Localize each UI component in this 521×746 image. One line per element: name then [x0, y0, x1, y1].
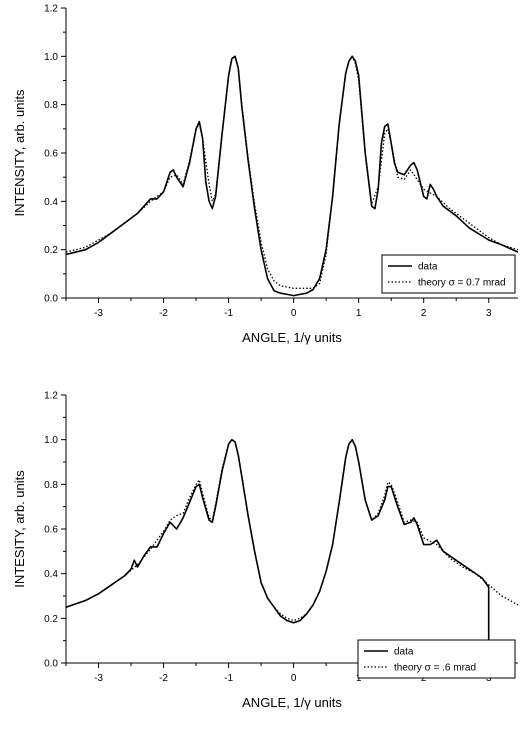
legend-label: theory σ = 0.7 mrad — [418, 278, 506, 289]
x-tick-label: -1 — [224, 673, 233, 684]
x-tick-label: 3 — [486, 308, 492, 319]
y-tick-label: 1.2 — [44, 391, 58, 402]
x-axis-title: ANGLE, 1/γ units — [242, 695, 342, 710]
y-axis-title: INTENSITY, arb. units — [12, 89, 27, 216]
legend-label: theory σ = .6 mrad — [394, 663, 476, 674]
x-tick-label: -1 — [224, 308, 233, 319]
data-series-line — [66, 438, 490, 641]
y-tick-label: 0.6 — [44, 525, 58, 536]
x-tick-label: 1 — [356, 308, 362, 319]
x-tick-label: -3 — [94, 673, 103, 684]
x-tick-label: -2 — [159, 673, 168, 684]
y-tick-label: 0.6 — [44, 149, 58, 160]
y-tick-label: 0.4 — [44, 569, 58, 580]
y-tick-label: 1.2 — [44, 4, 58, 15]
theory-series-line — [66, 439, 518, 622]
legend-box — [357, 639, 516, 679]
y-tick-label: 1.0 — [44, 52, 58, 63]
y-tick-label: 0.2 — [44, 245, 58, 256]
theory-series-line — [66, 55, 518, 289]
x-tick-label: -2 — [159, 308, 168, 319]
legend-label: data — [394, 647, 414, 658]
y-tick-label: 0.8 — [44, 480, 58, 491]
y-tick-label: 1.0 — [44, 435, 58, 446]
data-series-line — [66, 55, 518, 297]
x-tick-label: 2 — [421, 308, 427, 319]
x-tick-label: 0 — [291, 308, 297, 319]
x-tick-label: 0 — [291, 673, 297, 684]
legend-label: data — [418, 262, 438, 273]
x-tick-label: -3 — [94, 308, 103, 319]
y-axis-title: INTESITY, arb. units — [12, 470, 27, 588]
y-tick-label: 0.2 — [44, 614, 58, 625]
y-tick-label: 0.8 — [44, 100, 58, 111]
x-axis-title: ANGLE, 1/γ units — [242, 330, 342, 345]
y-tick-label: 0.4 — [44, 197, 58, 208]
y-tick-label: 0.0 — [44, 659, 58, 670]
chart-panel-top: 0.0 0.2 0.4 0.6 0.8 1.0 1.2 -3 -2 -1 0 1 2 3 ANGLE, 1/… — [12, 4, 518, 345]
legend-box — [381, 254, 516, 294]
y-tick-label: 0.0 — [44, 294, 58, 305]
